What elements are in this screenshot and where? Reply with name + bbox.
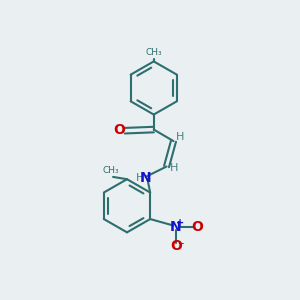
Text: O: O [170,239,182,253]
Text: N: N [170,220,182,234]
Text: O: O [191,220,203,234]
Text: H: H [136,172,144,183]
Text: ⁻: ⁻ [178,240,184,254]
Text: +: + [176,218,184,228]
Text: CH₃: CH₃ [102,166,119,175]
Text: H: H [176,132,185,142]
Text: O: O [114,123,125,137]
Text: CH₃: CH₃ [146,48,162,57]
Text: H: H [170,163,178,173]
Text: N: N [140,171,152,184]
